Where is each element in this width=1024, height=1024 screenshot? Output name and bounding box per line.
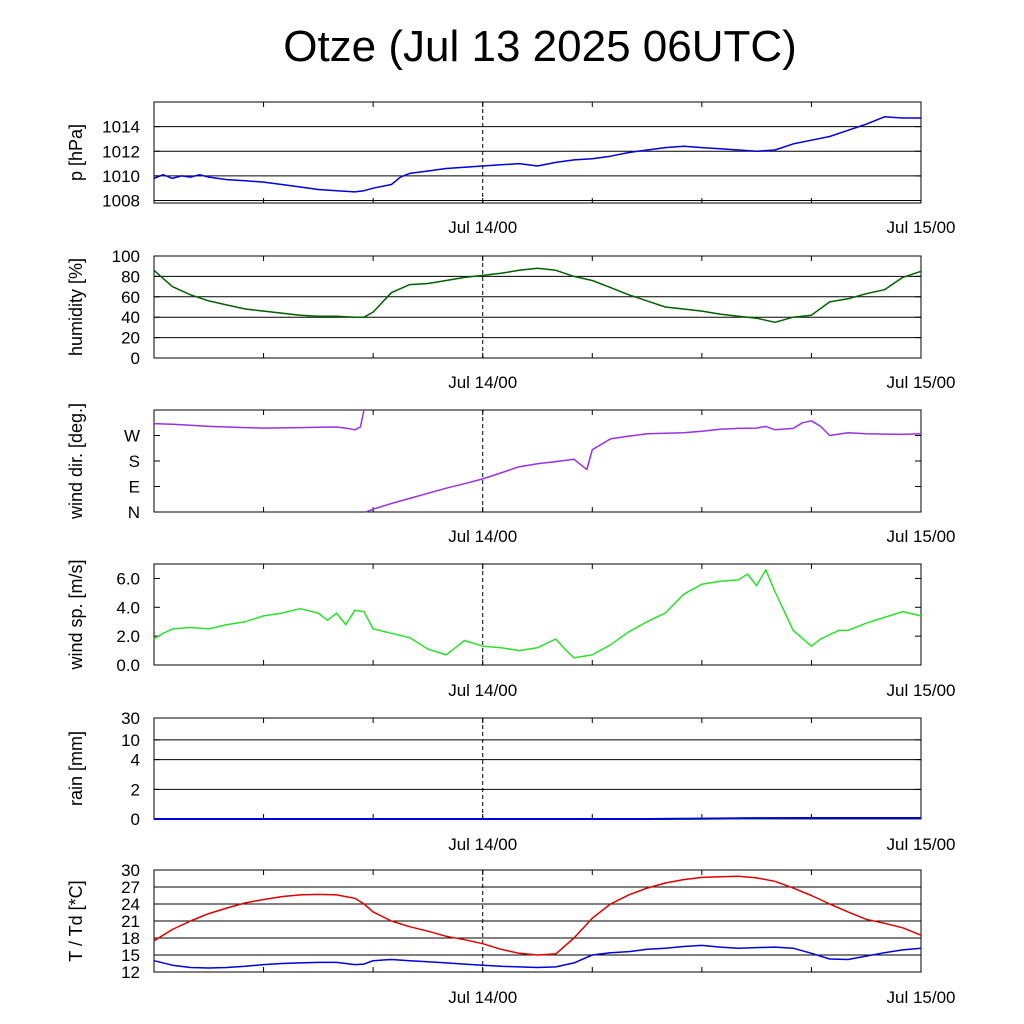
y-axis-label: wind sp. [m/s] — [66, 559, 86, 670]
y-tick-label: N — [128, 503, 140, 522]
x-tick-label: Jul 14/00 — [448, 218, 517, 237]
y-tick-label: 30 — [121, 709, 140, 728]
y-tick-label: 0 — [131, 349, 140, 368]
plot-frame — [153, 563, 922, 666]
y-tick-label: 2 — [131, 780, 140, 799]
x-tick-label: Jul 14/00 — [448, 835, 517, 854]
y-tick-label: 2.0 — [116, 627, 140, 646]
y-tick-label: 4.0 — [116, 598, 140, 617]
panel-wind-speed: 0.0 2.0 4.0 6.0 wind sp. [m/s] Jul 14/00 Jul 1… — [66, 559, 956, 700]
y-tick-label: 1012 — [102, 142, 140, 161]
panel-pressure: 1008 1010 1012 1014 p [hPa] Jul 14/00 Jul 15/0… — [66, 101, 956, 237]
y-tick-label: 1014 — [102, 118, 140, 137]
y-tick-label: 40 — [121, 308, 140, 327]
plot-frame — [153, 101, 922, 204]
y-tick-label: 30 — [121, 861, 140, 880]
x-tick-label: Jul 14/00 — [448, 681, 517, 700]
series-line — [154, 817, 921, 820]
series-line — [153, 569, 922, 659]
panel-rain: 0 2 410 30 rain [mm] Jul 14/00 Jul 15/00 — [66, 709, 956, 854]
y-tick-label: 15 — [121, 946, 140, 965]
y-tick-label: 100 — [112, 247, 140, 266]
plot-frame — [153, 717, 922, 820]
y-axis-label: rain [mm] — [66, 731, 86, 806]
x-tick-label: Jul 15/00 — [887, 835, 956, 854]
y-tick-label: 1010 — [102, 167, 140, 186]
y-tick-label: 20 — [121, 329, 140, 348]
y-tick-label: 24 — [121, 895, 140, 914]
y-tick-label: 1008 — [102, 192, 140, 211]
series-line — [365, 420, 922, 513]
series-line — [153, 267, 922, 324]
y-tick-label: 21 — [121, 912, 140, 931]
y-axis-label: humidity [%] — [66, 258, 86, 356]
y-tick-label: 12 — [121, 963, 140, 982]
series-line — [153, 875, 922, 956]
x-tick-label: Jul 14/00 — [448, 373, 517, 392]
x-tick-label: Jul 14/00 — [448, 988, 517, 1007]
chart-title: Otze (Jul 13 2025 06UTC) — [283, 22, 797, 71]
y-tick-label: 18 — [121, 929, 140, 948]
y-tick-label: 60 — [121, 288, 140, 307]
series-line — [153, 409, 365, 431]
x-tick-label: Jul 15/00 — [887, 988, 956, 1007]
y-tick-label: 0 — [131, 810, 140, 829]
series-line — [153, 944, 922, 969]
x-tick-label: Jul 15/00 — [887, 527, 956, 546]
x-tick-label: Jul 15/00 — [887, 218, 956, 237]
y-tick-label: 0.0 — [116, 656, 140, 675]
y-tick-label: E — [129, 478, 140, 497]
series-line — [153, 116, 921, 193]
x-tick-label: Jul 14/00 — [448, 527, 517, 546]
y-axis-label: wind dir. [deg.] — [66, 403, 86, 520]
x-tick-label: Jul 15/00 — [887, 373, 956, 392]
y-tick-label: S — [129, 452, 140, 471]
y-axis-label: p [hPa] — [66, 124, 86, 181]
x-tick-label: Jul 15/00 — [887, 681, 956, 700]
y-axis-label: T / Td [*C] — [66, 880, 86, 961]
y-tick-label: 80 — [121, 267, 140, 286]
y-tick-label: 4 — [131, 751, 140, 770]
y-tick-label: 27 — [121, 878, 140, 897]
y-tick-label: 6.0 — [116, 569, 140, 588]
y-tick-label: 10 — [121, 731, 140, 750]
y-tick-label: W — [124, 427, 140, 446]
plot-frame — [153, 255, 922, 359]
plot-frame — [153, 409, 922, 513]
